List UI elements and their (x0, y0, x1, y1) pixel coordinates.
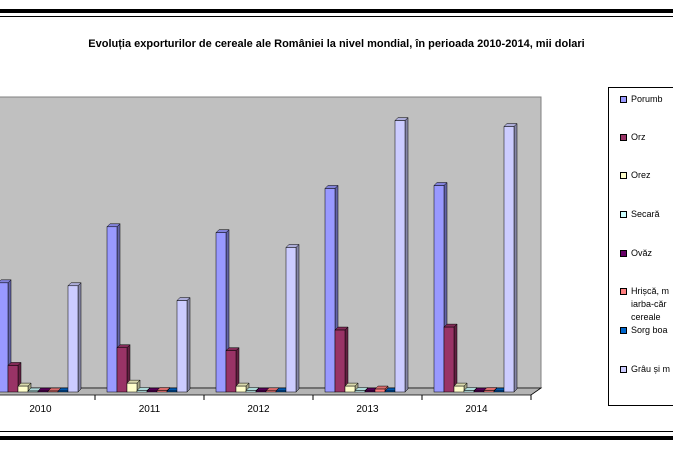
bar-grâu-2011 (176, 300, 188, 393)
legend-label: Porumb (631, 94, 663, 104)
bar-porumb-2014 (433, 185, 445, 393)
bar-orz-2013-side (344, 326, 349, 393)
bar-porumb-2011 (106, 226, 118, 393)
bar-secară-2012 (245, 390, 257, 393)
bar-secară-2010 (27, 390, 39, 393)
bar-orz-2013 (334, 329, 346, 393)
bar-grâu-2012-side (295, 243, 300, 393)
legend-swatch (620, 288, 627, 295)
bar-orz-2014-side (453, 323, 458, 393)
bar-ovăz-2012 (255, 390, 267, 393)
bar-orz-2012 (225, 350, 237, 393)
bar-hrișcă-2013 (374, 388, 386, 393)
bar-secară-2014 (463, 390, 475, 393)
bar-grâu-2014-side (513, 122, 518, 393)
legend: Porumb Orz Orez Secară Ovăz Hrișcă, m ia… (608, 87, 673, 406)
bar-orez-2014 (453, 385, 465, 393)
bar-ovăz-2013 (364, 390, 376, 393)
bar-grâu-2013 (394, 120, 406, 393)
x-tick-label-2012: 2012 (247, 404, 270, 415)
bar-sorg-2012 (275, 390, 287, 393)
bar-orz-2011 (116, 347, 128, 393)
bar-hrișcă-2010 (47, 390, 59, 393)
bar-orez-2010 (17, 385, 29, 393)
bar-grâu-2014 (503, 126, 515, 393)
legend-swatch (620, 172, 627, 179)
legend-label: Secară (631, 209, 660, 219)
chart-title: Evoluția exporturilor de cereale ale Rom… (88, 38, 585, 50)
bar-grâu-2010 (67, 285, 79, 393)
x-tick-label-2014: 2014 (465, 404, 488, 415)
bar-ovăz-2010 (37, 390, 49, 393)
legend-label: Hrișcă, m iarba-căr cereale (631, 286, 669, 322)
legend-label: Orez (631, 170, 651, 180)
legend-swatch (620, 250, 627, 257)
bar-grâu-2013-side (404, 116, 409, 393)
bar-hrișcă-2014 (483, 390, 495, 393)
legend-swatch (620, 211, 627, 218)
bar-orez-2011 (126, 382, 138, 393)
legend-swatch (620, 366, 627, 373)
top-thick-rule (0, 9, 673, 13)
legend-swatch (620, 327, 627, 334)
bar-ovăz-2014 (473, 390, 485, 393)
legend-label: Orz (631, 132, 646, 142)
bar-hrișcă-2011 (156, 390, 168, 393)
x-tick-label-2011: 2011 (139, 404, 161, 415)
bar-sorg-2010 (57, 390, 69, 393)
bar-orz-2010 (7, 365, 19, 393)
top-thin-rule (0, 16, 673, 17)
x-tick-label-2013: 2013 (356, 404, 379, 415)
bar-orez-2013 (344, 385, 356, 393)
bar-secară-2011 (136, 390, 148, 393)
bar-grâu-2010-side (77, 282, 82, 393)
legend-swatch (620, 96, 627, 103)
bottom-thin-rule (0, 431, 673, 432)
bar-porumb-2013 (324, 188, 336, 393)
bar-grâu-2011-side (186, 296, 191, 393)
bar-porumb-2010 (0, 282, 9, 393)
legend-label: Grâu și m (631, 364, 671, 374)
bar-secară-2013 (354, 390, 366, 393)
legend-label: Sorg boa (631, 325, 668, 335)
bar-ovăz-2011 (146, 390, 158, 393)
bar-orz-2014 (443, 326, 455, 393)
bar-porumb-2012 (215, 232, 227, 393)
bar-orez-2012 (235, 385, 247, 393)
bar-sorg-2014 (493, 390, 505, 393)
x-tick-label-2010: 2010 (29, 404, 52, 415)
bar-sorg-2013 (384, 390, 396, 393)
bar-sorg-2011 (166, 390, 178, 393)
legend-swatch (620, 134, 627, 141)
bar-grâu-2012 (285, 247, 297, 393)
legend-label: Ovăz (631, 248, 653, 258)
bar-hrișcă-2012 (265, 390, 277, 393)
bottom-thick-rule (0, 436, 673, 440)
